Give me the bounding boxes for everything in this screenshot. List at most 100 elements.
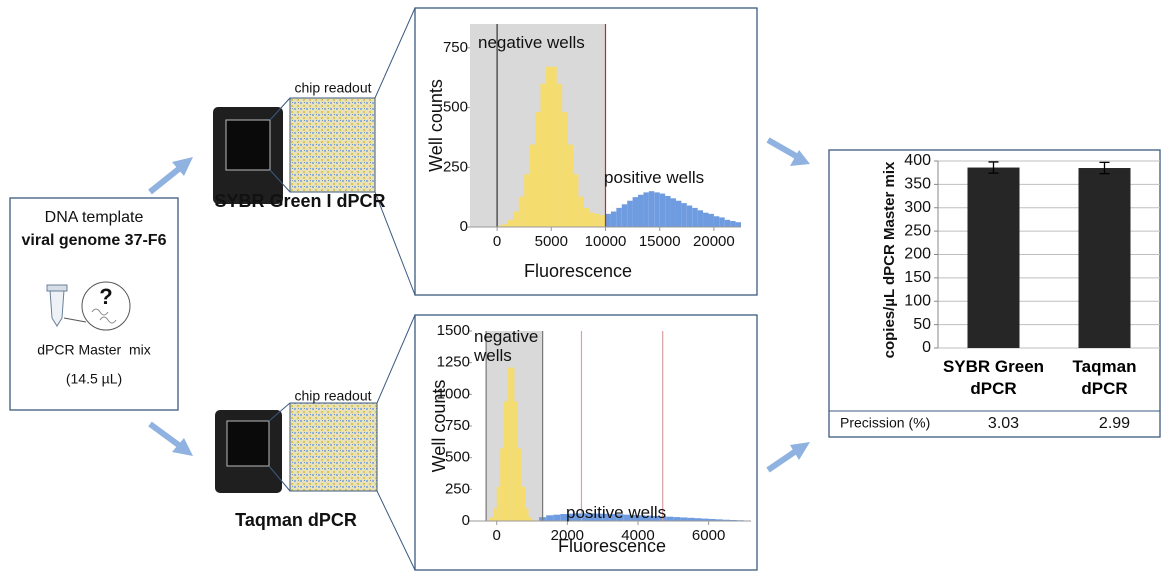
histogram-bar	[588, 513, 596, 521]
histogram-bar	[648, 191, 655, 227]
y-tick-label: 350	[904, 176, 931, 193]
histogram-bar	[610, 211, 617, 227]
y-tick-label: 250	[443, 158, 468, 175]
histogram-bar	[730, 221, 736, 227]
x-axis-label: Fluorescence	[558, 536, 666, 556]
y-tick-label: 200	[904, 246, 931, 263]
histogram-bar	[645, 515, 653, 521]
histogram-bar	[545, 66, 552, 227]
histogram-bar	[729, 519, 737, 521]
histogram-bar	[643, 192, 649, 227]
histogram-bar	[546, 515, 554, 521]
error-bar	[1099, 161, 1110, 175]
histogram-bar	[524, 508, 529, 521]
y-tick-label: 500	[443, 99, 468, 116]
histogram-bar	[581, 513, 589, 521]
y-axis-label: Well counts	[426, 79, 446, 172]
histogram-bar	[489, 517, 494, 521]
histogram-bar	[686, 205, 693, 227]
annotation: positive wells	[604, 168, 705, 187]
y-tick-label: 0	[922, 339, 931, 356]
readout-label: chip readout	[294, 80, 371, 96]
histogram-bar	[735, 222, 741, 227]
histogram-bar	[510, 367, 515, 521]
panel	[414, 314, 758, 571]
y-tick-label: 500	[445, 449, 470, 466]
histogram-bar	[493, 508, 497, 521]
histogram-bar	[507, 367, 511, 521]
histogram-bar	[680, 517, 688, 521]
x-tick-label: 6000	[692, 527, 725, 544]
histogram-bar	[692, 207, 698, 227]
volume-label: (14.5 µL)	[66, 371, 122, 387]
y-tick-label: 750	[445, 417, 470, 434]
y-axis-label: Well counts	[429, 380, 449, 473]
histogram-bar	[694, 518, 702, 521]
tube-icon: ?	[46, 281, 131, 331]
histogram-bar	[574, 513, 582, 521]
x-tick-label: 2000	[551, 527, 584, 544]
chip-images	[213, 7, 416, 571]
mix-label: dPCR Master mix	[37, 342, 151, 358]
readout-label: chip readout	[294, 388, 371, 404]
svg-text:?: ?	[99, 284, 112, 309]
y-tick-label: 150	[904, 269, 931, 286]
y-tick-label: 1500	[437, 322, 470, 339]
histogram-bar	[697, 210, 704, 227]
bar	[967, 167, 1020, 348]
histogram-bar	[638, 194, 644, 227]
histogram-bar	[652, 515, 660, 521]
histogram-bar	[616, 207, 622, 227]
histogram-bar	[722, 519, 730, 521]
y-tick-label: 250	[904, 222, 931, 239]
y-tick-label: 100	[904, 292, 931, 309]
histogram-bar	[496, 486, 501, 521]
assay-label: SYBR Green I dPCR	[214, 191, 385, 211]
histogram-bar	[567, 144, 573, 227]
histogram-bar	[623, 514, 631, 521]
histogram-bar	[529, 144, 536, 227]
histogram-bar	[600, 215, 606, 227]
histogram-bar	[567, 513, 575, 521]
arrows	[148, 137, 810, 473]
histogram-bar	[708, 518, 716, 521]
template-title: DNA template	[45, 209, 144, 226]
histogram-bar	[497, 225, 503, 227]
histogram-bar	[602, 513, 610, 521]
y-tick-label: 0	[460, 218, 468, 235]
histogram-bar	[556, 83, 563, 228]
x-tick-label: 5000	[535, 233, 568, 250]
x-tick-label: 15000	[639, 233, 681, 250]
x-axis-label: Fluorescence	[524, 261, 632, 281]
histogram-bar	[521, 486, 525, 521]
y-tick-label: 1000	[437, 385, 470, 402]
histogram-bar	[560, 514, 568, 521]
x-tick-label: 10000	[585, 233, 627, 250]
histogram-bar	[621, 204, 628, 227]
histogram-bar	[605, 213, 611, 227]
histogram-bar	[514, 401, 518, 521]
histogram-bar	[524, 174, 530, 227]
y-tick-label: 1250	[437, 354, 470, 371]
histogram-bar	[507, 219, 514, 227]
panel	[414, 7, 758, 296]
histogram-bar	[637, 515, 646, 521]
histogram-bar	[708, 213, 714, 227]
histogram-bar	[609, 514, 617, 521]
y-tick-label: 250	[445, 480, 470, 497]
x-tick-label: 0	[493, 527, 501, 544]
assay-label: Taqman dPCR	[235, 510, 357, 530]
histogram-bar	[551, 66, 557, 227]
histogram-bar	[654, 192, 660, 227]
histogram-bar	[687, 517, 695, 521]
annotation: negative wells	[474, 327, 539, 365]
x-tick-label: 20000	[693, 233, 735, 250]
y-tick-label: 400	[904, 152, 931, 169]
histogram-bar	[503, 401, 508, 521]
histogram-bar	[589, 212, 595, 227]
histogram-bar	[701, 518, 709, 521]
histogram-bar	[630, 514, 638, 521]
histogram-bar	[535, 112, 541, 227]
